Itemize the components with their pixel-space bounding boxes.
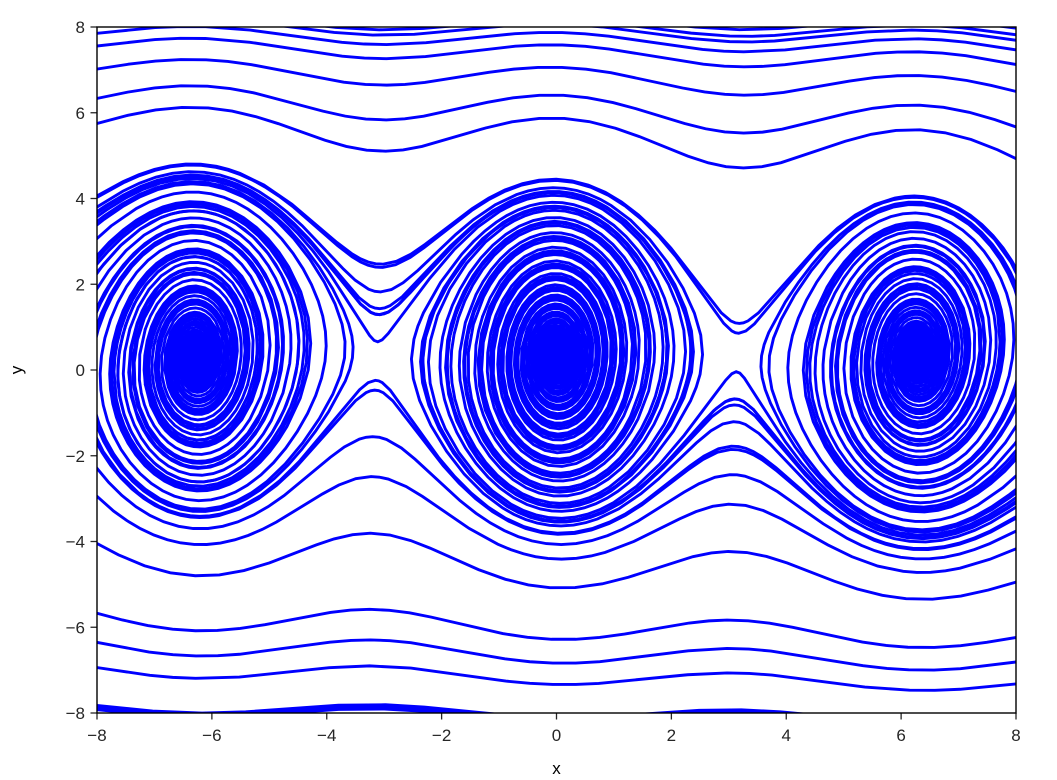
svg-text:−8: −8 [87,726,106,745]
svg-text:8: 8 [1011,726,1020,745]
svg-text:−4: −4 [317,726,336,745]
svg-text:0: 0 [76,361,85,380]
svg-text:y: y [7,365,26,374]
svg-text:0: 0 [552,726,561,745]
svg-text:−2: −2 [66,447,85,466]
svg-text:x: x [552,759,561,778]
svg-text:6: 6 [896,726,905,745]
svg-text:−2: −2 [432,726,451,745]
svg-text:8: 8 [76,18,85,37]
svg-text:−4: −4 [66,533,85,552]
svg-text:2: 2 [667,726,676,745]
svg-text:4: 4 [782,726,791,745]
svg-text:−6: −6 [66,618,85,637]
svg-text:−8: −8 [66,704,85,723]
svg-text:2: 2 [76,275,85,294]
svg-text:−6: −6 [202,726,221,745]
svg-text:6: 6 [76,104,85,123]
svg-text:4: 4 [76,190,85,209]
